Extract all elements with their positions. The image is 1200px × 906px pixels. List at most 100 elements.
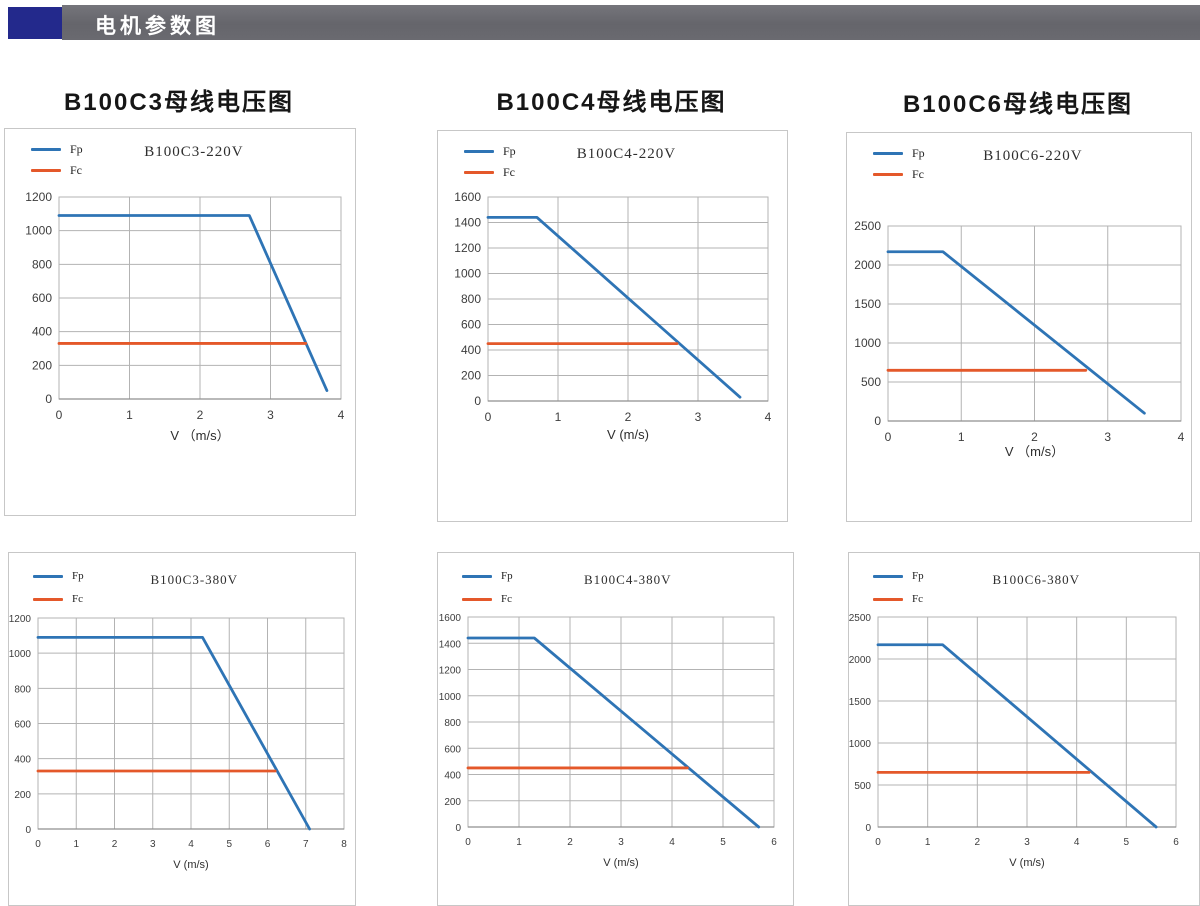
svg-text:4: 4 [669,837,675,848]
fc-legend-swatch [33,597,63,601]
svg-text:400: 400 [14,755,31,766]
legend-row-fc: Fc [873,167,925,182]
svg-text:2: 2 [1031,430,1038,444]
chart-legend: Fp Fc [31,142,83,178]
fp-legend-swatch [873,152,903,155]
chart-legend: Fp Fc [462,570,513,605]
x-axis-label: V (m/s) [607,427,649,442]
svg-text:5: 5 [720,837,726,848]
svg-text:1500: 1500 [849,697,871,708]
fc-legend-label: Fc [72,593,83,605]
svg-text:3: 3 [1024,837,1030,848]
svg-text:6: 6 [1173,837,1179,848]
chart-panel-b100c3-220v: 0 200 400 600 800 1000 1200 0 1 2 3 4 Fp Fc B100C3-… [4,128,356,516]
svg-text:2: 2 [567,837,573,848]
svg-text:2: 2 [112,839,118,850]
legend-row-fc: Fc [873,593,924,605]
x-axis-label: V (m/s) [1009,857,1045,869]
svg-text:0: 0 [874,414,881,428]
chart-panel-b100c6-220v: 0 500 1000 1500 2000 2500 0 1 2 3 4 Fp Fc B100C6-2… [846,132,1192,522]
svg-text:7: 7 [303,839,309,850]
svg-text:3: 3 [1104,430,1111,444]
svg-text:1000: 1000 [9,649,31,660]
svg-text:600: 600 [461,318,481,332]
svg-text:1400: 1400 [439,639,462,650]
svg-text:2500: 2500 [854,219,881,233]
svg-text:200: 200 [444,797,461,808]
fp-legend-swatch [33,574,63,578]
svg-text:1200: 1200 [454,241,481,255]
fc-legend-swatch [873,597,903,601]
x-axis-label: V (m/s) [173,859,209,871]
svg-text:4: 4 [765,410,772,424]
legend-row-fp: Fp [33,570,84,582]
chart-legend: Fp Fc [33,570,84,605]
svg-text:500: 500 [861,375,881,389]
svg-text:2: 2 [975,837,981,848]
svg-text:800: 800 [444,718,461,729]
chart-plot: 0 500 1000 1500 2000 2500 0 1 2 3 4 [854,219,1184,444]
section-header-bar [62,5,1200,40]
svg-text:200: 200 [32,358,52,372]
svg-text:500: 500 [854,781,871,792]
chart-plot: 0 200 400 600 800 1000 1200 0 1 2 3 4 5 6 7 8 [9,614,347,850]
legend-row-fp: Fp [462,570,513,582]
legend-row-fc: Fc [33,593,84,605]
svg-text:1400: 1400 [454,216,481,230]
fp-legend-swatch [873,574,903,578]
legend-row-fp: Fp [31,142,83,157]
svg-text:2: 2 [625,410,632,424]
svg-text:400: 400 [444,771,461,782]
fc-legend-label: Fc [912,167,924,181]
svg-text:400: 400 [32,325,52,339]
svg-text:6: 6 [771,837,777,848]
svg-text:1: 1 [73,839,79,850]
svg-text:4: 4 [338,408,345,422]
svg-text:3: 3 [618,837,624,848]
svg-text:3: 3 [267,408,274,422]
x-axis-label: V （m/s） [170,428,230,443]
svg-text:1: 1 [126,408,133,422]
svg-text:4: 4 [1074,837,1080,848]
svg-text:2000: 2000 [854,258,881,272]
svg-text:0: 0 [885,430,892,444]
svg-text:2000: 2000 [849,655,871,666]
svg-text:1200: 1200 [9,614,31,625]
fp-legend-label: Fp [501,570,513,582]
fc-legend-swatch [462,597,492,601]
svg-text:6: 6 [265,839,271,850]
svg-text:1200: 1200 [25,190,52,204]
svg-text:3: 3 [695,410,702,424]
section-title: 电机参数图 [95,15,220,38]
chart-legend: Fp Fc [873,146,925,182]
svg-text:1600: 1600 [454,190,481,204]
svg-text:1500: 1500 [854,297,881,311]
svg-text:8: 8 [341,839,347,850]
svg-text:1: 1 [958,430,965,444]
chart-inner-title: B100C4-220V [576,146,677,162]
svg-text:3: 3 [150,839,156,850]
svg-text:0: 0 [56,408,63,422]
svg-text:1: 1 [925,837,931,848]
chart-inner-title: B100C4-380V [583,572,672,587]
fc-legend-label: Fc [70,163,82,177]
legend-row-fc: Fc [464,165,516,180]
svg-text:1200: 1200 [439,666,462,677]
chart-inner-title: B100C6-380V [992,572,1081,587]
svg-text:1: 1 [555,410,562,424]
svg-text:400: 400 [461,343,481,357]
svg-text:0: 0 [875,837,881,848]
svg-text:2500: 2500 [849,613,871,624]
svg-text:2: 2 [197,408,204,422]
chart-heading-b100c4: B100C4母线电压图 [496,89,727,116]
svg-text:5: 5 [226,839,232,850]
legend-row-fp: Fp [464,144,516,159]
chart-plot: 0 500 1000 1500 2000 2500 0 1 2 3 4 5 6 [849,613,1179,848]
svg-text:0: 0 [474,394,481,408]
chart-inner-title: B100C3-380V [150,572,239,587]
svg-text:1000: 1000 [454,267,481,281]
chart-inner-title: B100C3-220V [144,144,244,160]
chart-panel-b100c4-220v: 0 200 400 600 800 1000 1200 1400 1600 0 1 2 3 4 Fp Fc… [437,130,788,522]
svg-text:200: 200 [461,369,481,383]
fp-legend-label: Fp [912,570,924,582]
